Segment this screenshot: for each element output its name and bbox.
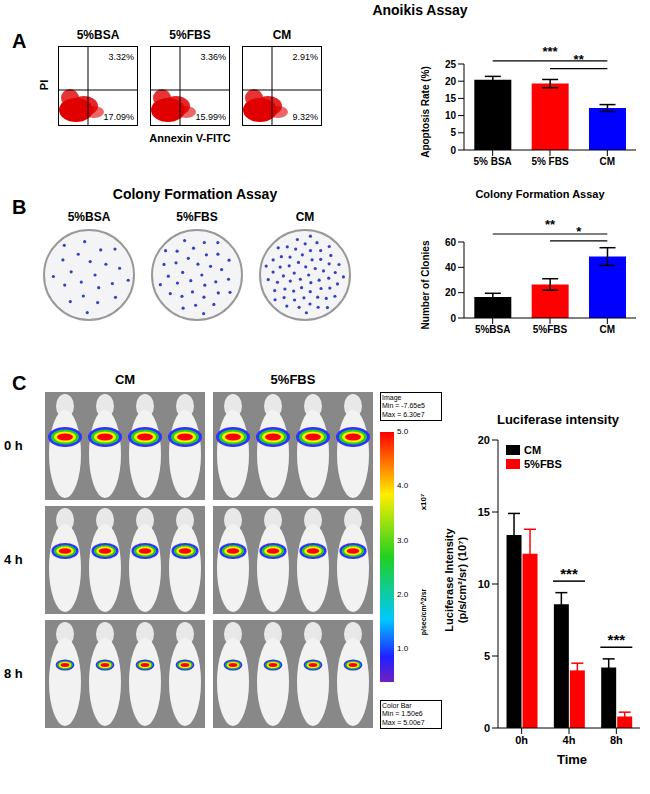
svg-text:5%FBS: 5%FBS	[533, 324, 568, 335]
html-text:Image: Image	[382, 394, 402, 401]
html-text:5%FBS: 5%FBS	[176, 210, 218, 224]
svg-text:60: 60	[445, 237, 457, 248]
svg-text:***: ***	[560, 565, 578, 582]
html-text:Time: Time	[556, 752, 587, 767]
html-text:Anoikis Assay: Anoikis Assay	[372, 2, 468, 18]
html-text:CM: CM	[295, 210, 315, 224]
html-text:3.0: 3.0	[397, 535, 409, 545]
html-text:p/sec/cm^2/sr: p/sec/cm^2/sr	[420, 588, 427, 636]
html-text:Luciferase Intensity: Luciferase Intensity	[443, 528, 456, 632]
svg-text:2.91%: 2.91%	[292, 52, 318, 62]
html-text:Max = 6.30e7: Max = 6.30e7	[382, 410, 425, 418]
html-text:5%BSA: 5%BSA	[67, 210, 111, 224]
svg-text:17.09%: 17.09%	[103, 112, 134, 122]
html-text:A: A	[12, 30, 27, 52]
svg-text:0h: 0h	[515, 734, 528, 746]
html-text:1.0: 1.0	[397, 644, 409, 654]
svg-text:9.32%: 9.32%	[292, 112, 318, 122]
html-text:8 h: 8 h	[4, 666, 23, 681]
html-text:Colony Formation Assay: Colony Formation Assay	[475, 188, 605, 200]
html-text:CM: CM	[272, 28, 292, 42]
html-text:B: B	[12, 196, 27, 218]
html-text:CM: CM	[524, 444, 542, 456]
html-text:4.0: 4.0	[397, 481, 409, 491]
svg-text:0: 0	[450, 145, 456, 156]
html-text:C: C	[12, 372, 27, 394]
svg-text:5% FBS: 5% FBS	[531, 156, 569, 167]
svg-text:20: 20	[445, 76, 457, 87]
html-text:Annexin V-FITC: Annexin V-FITC	[149, 132, 231, 144]
svg-text:40: 40	[445, 262, 457, 273]
svg-text:*: *	[576, 224, 582, 239]
svg-text:5% BSA: 5% BSA	[473, 156, 511, 167]
svg-text:***: ***	[542, 44, 558, 59]
html-text:Colony Formation Assay: Colony Formation Assay	[112, 186, 278, 202]
html-text:(p/s/cm²/sr) (10⁷): (p/s/cm²/sr) (10⁷)	[456, 536, 468, 624]
html-text:Min = -7.65e5: Min = -7.65e5	[382, 402, 425, 410]
html-text:PI: PI	[37, 79, 50, 91]
html-text:5%FBS: 5%FBS	[169, 28, 211, 42]
svg-text:25: 25	[445, 59, 457, 70]
svg-text:5%BSA: 5%BSA	[475, 324, 511, 335]
html-text:5%FBS: 5%FBS	[524, 458, 562, 470]
svg-text:10: 10	[445, 110, 457, 121]
svg-text:4h: 4h	[563, 734, 576, 746]
html-text:x10⁷: x10⁷	[419, 493, 429, 511]
html-text:Color Bar: Color Bar	[382, 702, 412, 709]
html-text:5%BSA: 5%BSA	[76, 28, 120, 42]
svg-text:8h: 8h	[610, 734, 623, 746]
svg-text:0: 0	[484, 722, 490, 734]
svg-text:3.36%: 3.36%	[200, 52, 226, 62]
svg-text:20: 20	[445, 287, 457, 298]
svg-text:0: 0	[450, 313, 456, 324]
html-text:4 h: 4 h	[4, 552, 23, 567]
html-text:CM: CM	[114, 372, 136, 387]
html-text:Max = 5.00e7: Max = 5.00e7	[382, 718, 425, 726]
svg-text:CM: CM	[600, 156, 616, 167]
svg-text:***: ***	[608, 631, 626, 648]
html-text:Luciferase intensity: Luciferase intensity	[496, 412, 619, 427]
html-text:Number of Clonies: Number of Clonies	[420, 240, 432, 330]
html-text:5%FBS: 5%FBS	[270, 372, 316, 387]
svg-text:CM: CM	[600, 324, 616, 335]
svg-text:3.32%: 3.32%	[108, 52, 134, 62]
html-text:2.0: 2.0	[397, 590, 409, 599]
html-text:0 h: 0 h	[4, 438, 23, 453]
svg-text:5: 5	[484, 650, 490, 662]
svg-text:15: 15	[478, 506, 490, 518]
html-text:Apoptosis Rate (%): Apoptosis Rate (%)	[420, 66, 432, 158]
svg-text:**: **	[574, 52, 585, 67]
html-text:5.0: 5.0	[397, 427, 409, 436]
svg-text:20: 20	[478, 434, 490, 446]
svg-text:**: **	[545, 217, 556, 232]
svg-text:15.99%: 15.99%	[195, 112, 226, 122]
svg-text:10: 10	[478, 578, 490, 590]
svg-text:5: 5	[450, 127, 456, 138]
html-text:Min = 1.50e6: Min = 1.50e6	[382, 710, 423, 718]
svg-text:15: 15	[445, 93, 457, 104]
